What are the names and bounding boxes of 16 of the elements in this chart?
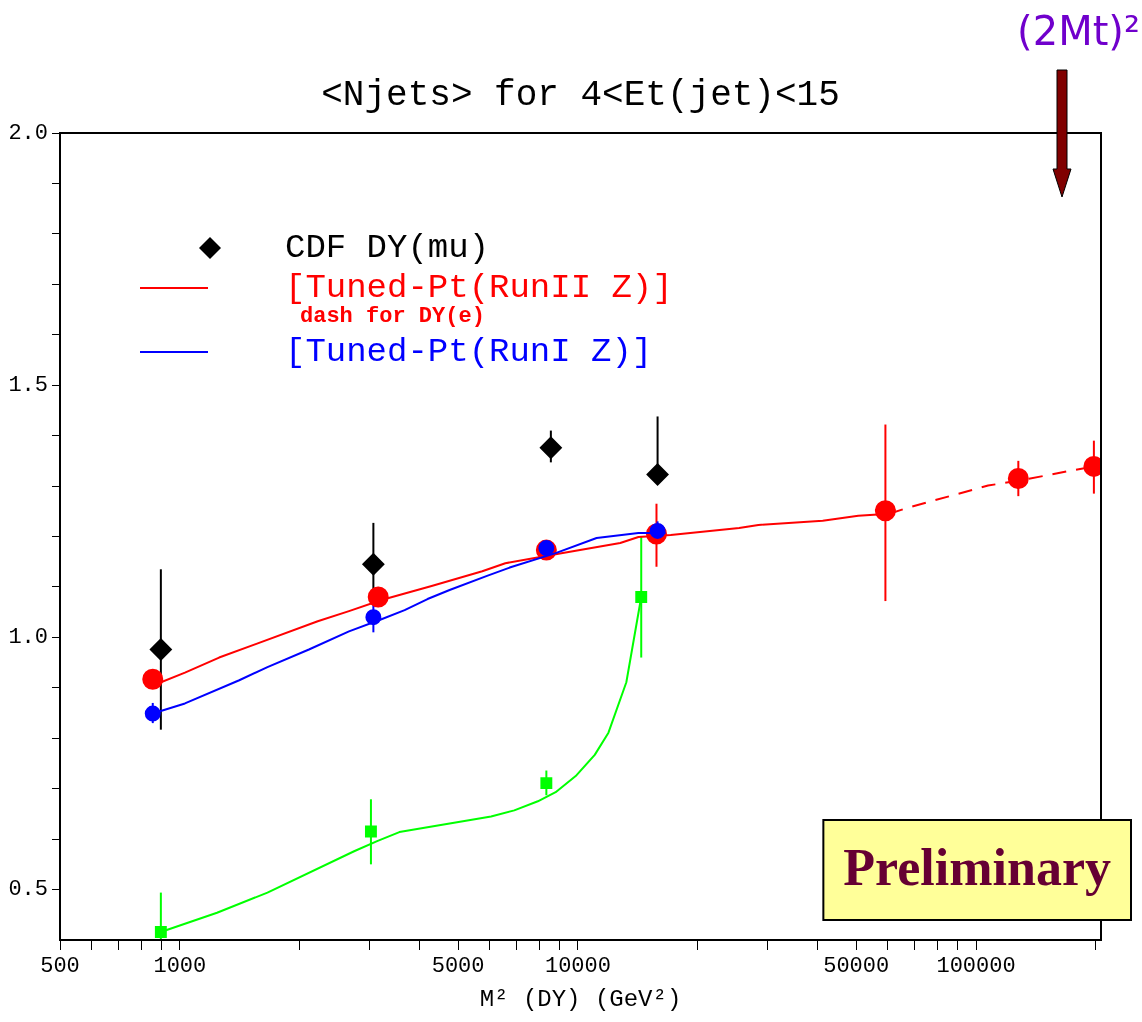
y-tick-label: 2.0 <box>8 120 48 146</box>
legend-label: [Tuned-Pt(RunI Z)] <box>285 333 653 371</box>
x-tick-label: 1000 <box>153 954 207 980</box>
text: (2Mt)² <box>1017 8 1140 55</box>
y-tick-label: 1.0 <box>8 625 48 651</box>
x-tick-label: 50000 <box>823 954 890 980</box>
chart-title: <Njets> for 4<Et(jet)<15 <box>321 74 840 116</box>
y-tick-label: 0.5 <box>8 877 48 903</box>
x-tick-label: 100000 <box>936 954 1016 980</box>
x-axis-title: M² (DY) (GeV²) <box>479 985 682 1013</box>
annotation: Preliminary <box>843 839 1112 897</box>
x-tick-label: 500 <box>40 954 80 980</box>
legend-label: CDF DY(mu) <box>285 229 490 267</box>
y-tick-label: 1.5 <box>8 373 48 399</box>
x-tick-label: 10000 <box>544 954 611 980</box>
x-tick-label: 5000 <box>431 954 485 980</box>
